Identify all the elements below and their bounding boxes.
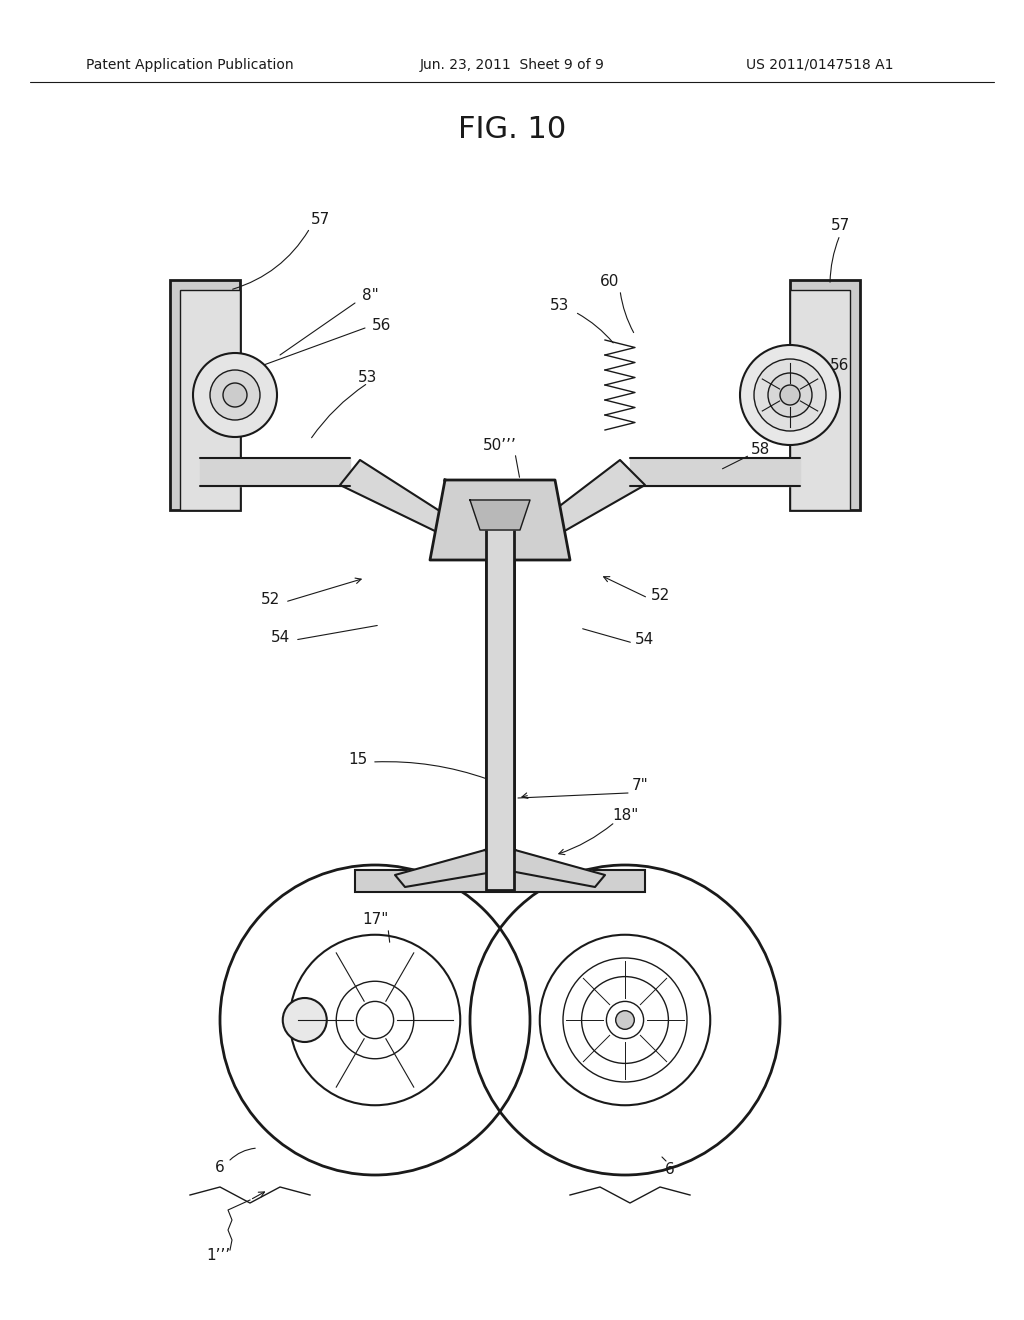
Text: 54: 54 [270,631,290,645]
Text: 7": 7" [632,777,648,792]
Text: FIG. 10: FIG. 10 [458,116,566,144]
Polygon shape [505,850,605,887]
Text: 54: 54 [635,632,654,648]
Text: Patent Application Publication: Patent Application Publication [86,58,294,73]
Polygon shape [340,459,505,565]
Text: 15: 15 [348,752,368,767]
Circle shape [780,385,800,405]
Polygon shape [630,458,800,486]
Text: 6: 6 [215,1160,225,1176]
Bar [486,510,514,890]
Circle shape [223,383,247,407]
Text: 53: 53 [358,371,378,385]
Text: 57: 57 [830,218,850,232]
Text: 56: 56 [830,358,850,372]
Text: 8": 8" [361,288,379,302]
Bar [180,290,240,510]
Circle shape [768,374,812,417]
Bar [790,280,860,510]
Text: 17": 17" [361,912,388,928]
Circle shape [754,359,826,432]
Bar [790,290,850,510]
Text: 1’’’: 1’’’ [206,1247,230,1262]
Circle shape [210,370,260,420]
Text: 60: 60 [600,275,620,289]
Text: 50’’’: 50’’’ [483,437,517,453]
Text: 52: 52 [260,593,280,607]
Circle shape [615,1011,634,1030]
Circle shape [283,998,327,1041]
Circle shape [193,352,278,437]
Text: 56: 56 [373,318,392,333]
Text: US 2011/0147518 A1: US 2011/0147518 A1 [746,58,894,73]
Text: 58: 58 [751,442,770,458]
Text: 57: 57 [310,213,330,227]
Polygon shape [430,480,570,560]
Text: 18": 18" [611,808,638,822]
Polygon shape [505,459,645,565]
Text: Jun. 23, 2011  Sheet 9 of 9: Jun. 23, 2011 Sheet 9 of 9 [420,58,604,73]
Polygon shape [470,500,530,531]
Bar [170,280,240,510]
Polygon shape [395,850,505,887]
Text: 52: 52 [650,587,670,602]
Text: 6: 6 [666,1163,675,1177]
Text: 53: 53 [550,297,569,313]
Circle shape [740,345,840,445]
Bar [355,870,645,892]
Polygon shape [200,458,350,486]
Bar [486,531,514,870]
